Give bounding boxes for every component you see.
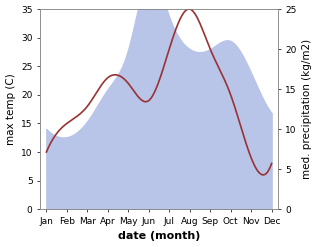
Y-axis label: med. precipitation (kg/m2): med. precipitation (kg/m2) [302,39,313,179]
X-axis label: date (month): date (month) [118,231,200,242]
Y-axis label: max temp (C): max temp (C) [5,73,16,145]
